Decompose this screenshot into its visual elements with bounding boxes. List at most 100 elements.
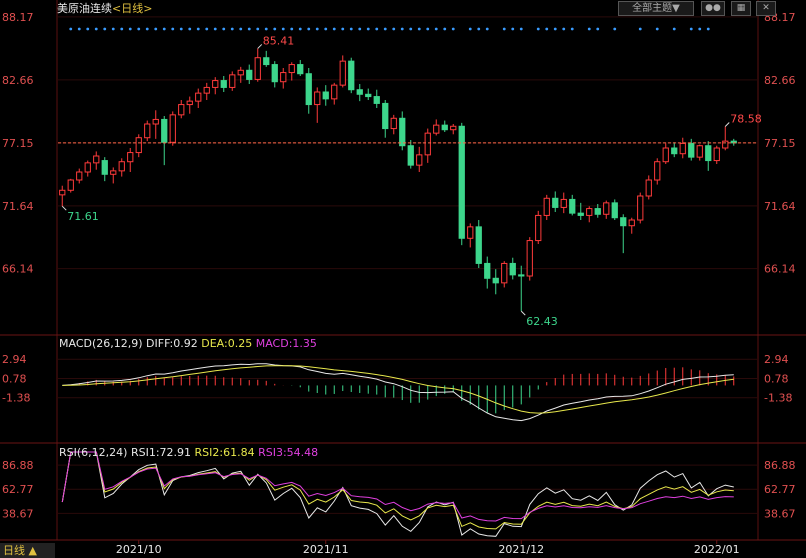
signal-dot bbox=[69, 27, 73, 31]
signal-dot bbox=[511, 27, 515, 31]
candle-body bbox=[339, 60, 346, 86]
candle-body bbox=[450, 125, 457, 131]
rsi-y-tick-right: 86.88 bbox=[764, 459, 796, 472]
candle-body bbox=[348, 60, 355, 91]
candle-body bbox=[433, 124, 440, 134]
rsi1-value: RSI1:72.91 bbox=[130, 446, 192, 459]
signal-dot bbox=[570, 27, 574, 31]
signal-dot bbox=[86, 27, 90, 31]
candle-body bbox=[399, 117, 406, 147]
candle-body bbox=[696, 145, 703, 158]
candle-body bbox=[322, 91, 329, 100]
signal-dot bbox=[137, 27, 141, 31]
signal-dot bbox=[400, 27, 404, 31]
signal-dot bbox=[587, 27, 591, 31]
candle-body bbox=[543, 197, 550, 216]
candle-body bbox=[59, 189, 66, 196]
signal-dot bbox=[281, 27, 285, 31]
candle-body bbox=[484, 262, 491, 279]
candle-body bbox=[212, 80, 219, 88]
extreme-price-label: 62.43 bbox=[526, 315, 558, 328]
candle-body bbox=[127, 152, 134, 163]
candle-body bbox=[637, 195, 644, 221]
signal-dot bbox=[256, 27, 260, 31]
x-tick-label: 2021/12 bbox=[498, 543, 544, 556]
signal-dot bbox=[562, 27, 566, 31]
signal-dot bbox=[426, 27, 430, 31]
signal-dot bbox=[315, 27, 319, 31]
extreme-marker bbox=[724, 122, 730, 127]
candle-body bbox=[577, 212, 584, 216]
candle-body bbox=[458, 125, 465, 239]
extreme-marker bbox=[61, 205, 67, 211]
macd-legend: MACD(26,12,9) DIFF:0.92 DEA:0.25 MACD:1.… bbox=[59, 337, 317, 350]
rsi3-value: RSI3:54.48 bbox=[258, 446, 319, 459]
candle-body bbox=[552, 197, 559, 208]
candle-body bbox=[144, 123, 151, 139]
candle-body bbox=[475, 226, 482, 264]
candle-body bbox=[373, 96, 380, 104]
signal-dot bbox=[324, 27, 328, 31]
candle-body bbox=[705, 145, 712, 162]
layout-grid-icon[interactable]: ▦ bbox=[731, 1, 751, 16]
candle-body bbox=[390, 117, 397, 130]
signal-dot bbox=[468, 27, 472, 31]
signal-dot bbox=[247, 27, 251, 31]
signal-dot bbox=[196, 27, 200, 31]
signal-dot bbox=[392, 27, 396, 31]
candle-body bbox=[314, 91, 321, 106]
signal-dot bbox=[358, 27, 362, 31]
candle-body bbox=[603, 202, 610, 215]
signal-dot bbox=[145, 27, 149, 31]
signal-dot bbox=[179, 27, 183, 31]
candle-body bbox=[365, 93, 372, 98]
candle-body bbox=[331, 84, 338, 100]
candle-body bbox=[535, 214, 542, 242]
signal-dot bbox=[341, 27, 345, 31]
candle-body bbox=[424, 132, 431, 156]
signal-dot bbox=[264, 27, 268, 31]
candle-body bbox=[407, 145, 414, 166]
candle-body bbox=[195, 92, 202, 102]
macd-y-tick-left: 0.78 bbox=[2, 372, 27, 385]
x-tick-label: 2022/01 bbox=[694, 543, 740, 556]
x-tick-label: 2021/11 bbox=[303, 543, 349, 556]
candle-body bbox=[492, 277, 499, 284]
signal-dot bbox=[205, 27, 209, 31]
candle-body bbox=[297, 64, 304, 75]
rsi-y-tick-left: 62.77 bbox=[2, 483, 34, 496]
signal-dot bbox=[213, 27, 217, 31]
candle-body bbox=[161, 118, 168, 143]
period-selector[interactable]: 日线 ▲ bbox=[0, 543, 55, 558]
chart-title: 美原油连续<日线> bbox=[57, 2, 152, 15]
candle-body bbox=[688, 142, 695, 158]
theme-dropdown-button[interactable]: 全部主题▼ bbox=[618, 1, 694, 16]
candle-body bbox=[152, 118, 159, 125]
period-tag[interactable]: <日线> bbox=[112, 2, 153, 15]
candle-body bbox=[356, 89, 363, 95]
signal-dot bbox=[77, 27, 81, 31]
candle-body bbox=[263, 57, 270, 66]
rsi2-value: RSI2:61.84 bbox=[194, 446, 255, 459]
signal-dot bbox=[672, 27, 676, 31]
candle-body bbox=[671, 147, 678, 155]
candle-body bbox=[416, 154, 423, 166]
candle-body bbox=[169, 114, 176, 143]
signal-dot bbox=[162, 27, 166, 31]
close-icon[interactable]: ✕ bbox=[756, 1, 776, 16]
indicator-toggle-icon[interactable]: ●● bbox=[701, 1, 725, 16]
candle-body bbox=[110, 170, 117, 175]
candle-body bbox=[93, 155, 100, 164]
price-y-tick-left: 66.14 bbox=[2, 263, 34, 276]
signal-dot bbox=[613, 27, 617, 31]
candle-body bbox=[288, 64, 295, 74]
signal-dot bbox=[128, 27, 132, 31]
signal-dot bbox=[443, 27, 447, 31]
signal-dot bbox=[485, 27, 489, 31]
signal-dot bbox=[519, 27, 523, 31]
candle-body bbox=[594, 208, 601, 215]
candle-body bbox=[722, 140, 729, 149]
macd-dea-value: DEA:0.25 bbox=[201, 337, 253, 350]
price-y-tick-right: 71.64 bbox=[764, 200, 796, 213]
